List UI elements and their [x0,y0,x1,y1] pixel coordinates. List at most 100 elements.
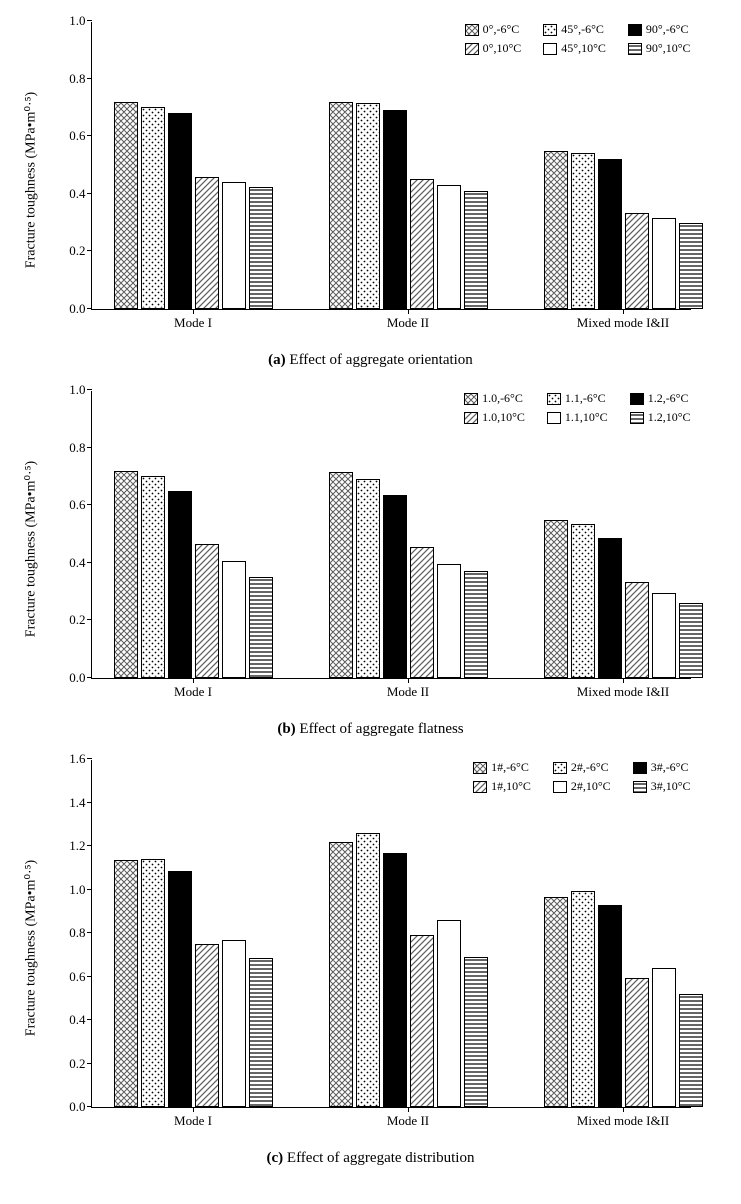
y-tick-mark [87,562,92,563]
y-tick-label: 0.0 [69,301,91,317]
y-tick-mark [87,976,92,977]
bar [544,151,568,309]
legend-item: 45°,-6°C [543,22,606,37]
y-tick-mark [87,802,92,803]
bar [571,524,595,678]
bar [195,944,219,1107]
y-tick-mark [87,78,92,79]
plot-area: 0.00.20.40.60.81.0Mode IMode IIMixed mod… [91,391,691,679]
chart-b: Fracture toughness (MPa•m⁰·⁵) 0.00.20.40.… [21,379,721,738]
y-tick-label: 0.4 [69,186,91,202]
y-tick-label: 1.0 [69,13,91,29]
legend-label: 1.1,10°C [565,410,608,425]
legend-label: 90°,10°C [646,41,691,56]
y-tick-mark [87,1106,92,1107]
y-tick-mark [87,619,92,620]
bar [383,110,407,309]
bar [625,213,649,309]
bar [410,547,434,678]
y-axis-label: Fracture toughness (MPa•m⁰·⁵) [22,92,39,268]
bar [329,102,353,309]
y-tick-label: 0.4 [69,1012,91,1028]
legend-label: 0°,10°C [483,41,522,56]
bar [625,978,649,1107]
legend-swatch-hlines [630,412,644,424]
sub-caption-text: Effect of aggregate orientation [289,352,472,368]
legend-swatch-dots [547,393,561,405]
legend: 0°,-6°C45°,-6°C90°,-6°C0°,10°C45°,10°C90… [465,22,691,56]
bar [222,561,246,678]
y-axis-label: Fracture toughness (MPa•m⁰·⁵) [22,461,39,637]
y-tick-label: 1.6 [69,751,91,767]
chart-c: Fracture toughness (MPa•m⁰·⁵)0.00.20.40.… [21,748,721,1167]
bar [356,103,380,309]
bar [383,853,407,1107]
legend-item: 90°,10°C [628,41,691,56]
y-tick-mark [87,135,92,136]
bar [652,593,676,678]
legend: 1.0,-6°C1.1,-6°C1.2,-6°C1.0,10°C1.1,10°C… [464,391,690,425]
bar [168,113,192,309]
bar [329,472,353,678]
legend-item: 0°,-6°C [465,22,522,37]
legend-swatch-dots [543,24,557,36]
y-tick-mark [87,1019,92,1020]
bar [222,182,246,309]
plot-area: 0.00.20.40.60.81.0Mode IMode IIMixed mod… [91,22,691,310]
legend-item: 90°,-6°C [628,22,691,37]
y-tick-mark [87,193,92,194]
y-tick-label: 0.0 [69,1099,91,1115]
legend-swatch-dots [553,762,567,774]
legend-label: 1.0,10°C [482,410,525,425]
y-axis-label: Fracture toughness (MPa•m⁰·⁵) [22,860,39,1036]
bar [141,476,165,678]
bar [356,833,380,1107]
sub-caption: (c) Effect of aggregate distribution [21,1150,721,1167]
bar [598,159,622,309]
legend-item: 1#,10°C [473,779,531,794]
chart-box: Fracture toughness (MPa•m⁰·⁵) 0.00.20.40.… [21,379,701,719]
sub-caption-prefix: (c) [267,1150,287,1166]
legend-swatch-white [547,412,561,424]
bar [195,177,219,309]
y-tick-mark [87,1063,92,1064]
category-label: Mode II [387,678,429,700]
category-label: Mode I [174,1107,212,1129]
bar [356,479,380,678]
legend-label: 1.2,10°C [648,410,691,425]
legend-label: 1.1,-6°C [565,391,606,406]
bar [571,891,595,1107]
legend-item: 1.1,10°C [547,410,608,425]
bar [114,860,138,1107]
bar [464,191,488,309]
y-tick-label: 0.2 [69,612,91,628]
bar [410,179,434,309]
y-tick-label: 0.4 [69,555,91,571]
legend: 1#,-6°C2#,-6°C3#,-6°C1#,10°C2#,10°C3#,10… [473,760,690,794]
bar [114,102,138,309]
legend-label: 1.0,-6°C [482,391,523,406]
chart-box: Fracture toughness (MPa•m⁰·⁵)0.00.20.40.… [21,748,701,1148]
sub-caption-prefix: (b) [277,721,299,737]
y-tick-mark [87,308,92,309]
bar [598,538,622,678]
bar [652,218,676,309]
legend-swatch-diag [473,781,487,793]
bar [383,495,407,678]
plot-area: 0.00.20.40.60.81.01.21.41.6Mode IMode II… [91,760,691,1108]
legend-swatch-solid [630,393,644,405]
y-tick-label: 0.2 [69,243,91,259]
y-tick-mark [87,389,92,390]
bar [679,603,703,678]
y-tick-mark [87,447,92,448]
y-tick-label: 1.4 [69,795,91,811]
y-tick-mark [87,250,92,251]
bar [114,471,138,678]
sub-caption: (a) Effect of aggregate orientation [21,352,721,369]
legend-swatch-hlines [633,781,647,793]
legend-item: 1#,-6°C [473,760,531,775]
bar [249,577,273,678]
y-tick-label: 0.2 [69,1056,91,1072]
legend-item: 2#,10°C [553,779,611,794]
y-tick-label: 1.0 [69,882,91,898]
